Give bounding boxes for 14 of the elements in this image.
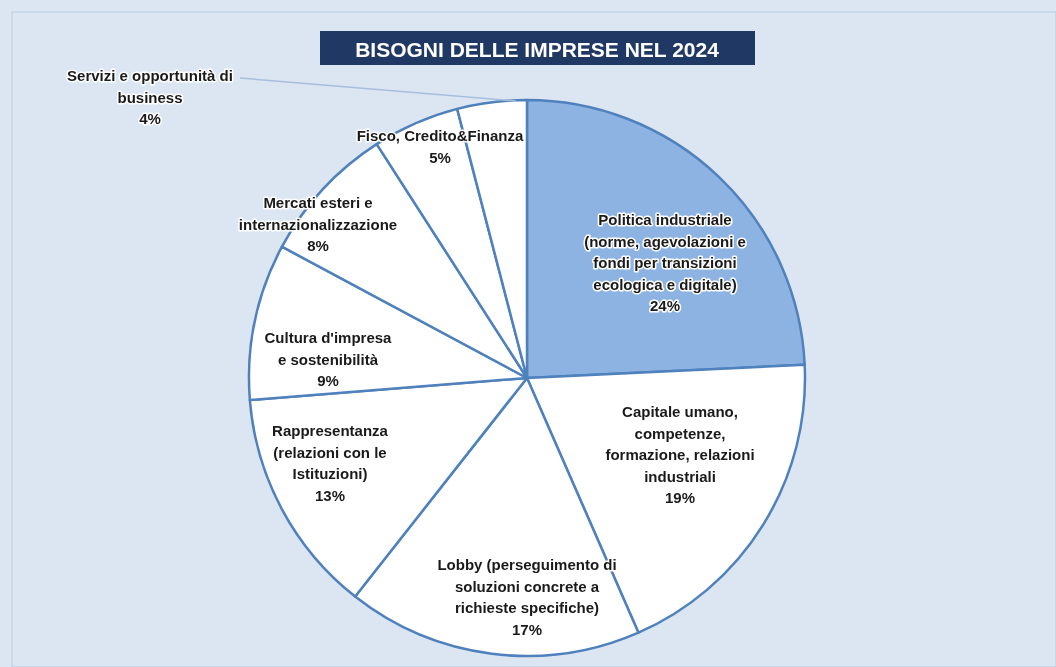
chart-title: BISOGNI DELLE IMPRESE NEL 2024 [355,38,720,61]
slice-label: Servizi e opportunità di business [67,67,233,106]
data-label: 17% [511,620,543,638]
data-label: 19% [664,489,696,506]
slice-label: Cultura d'impresa e sostenibilità [264,329,393,368]
data-label: 8% [307,237,329,254]
data-label: 24% [649,297,681,314]
slice-label: Capitale umano, competenze, formazione, relazioni industriali [605,403,755,485]
data-label: 9% [317,372,339,389]
data-label: 5% [429,148,451,166]
data-label: 13% [314,486,346,504]
slice-label: Rappresentanza (relazioni con le Istituzioni) [272,422,389,482]
data-label: 4% [139,110,161,127]
slice-label: Politica industriale (norme, agevolazioni e fondi per transizioni ecologica e digitale) [584,211,746,293]
